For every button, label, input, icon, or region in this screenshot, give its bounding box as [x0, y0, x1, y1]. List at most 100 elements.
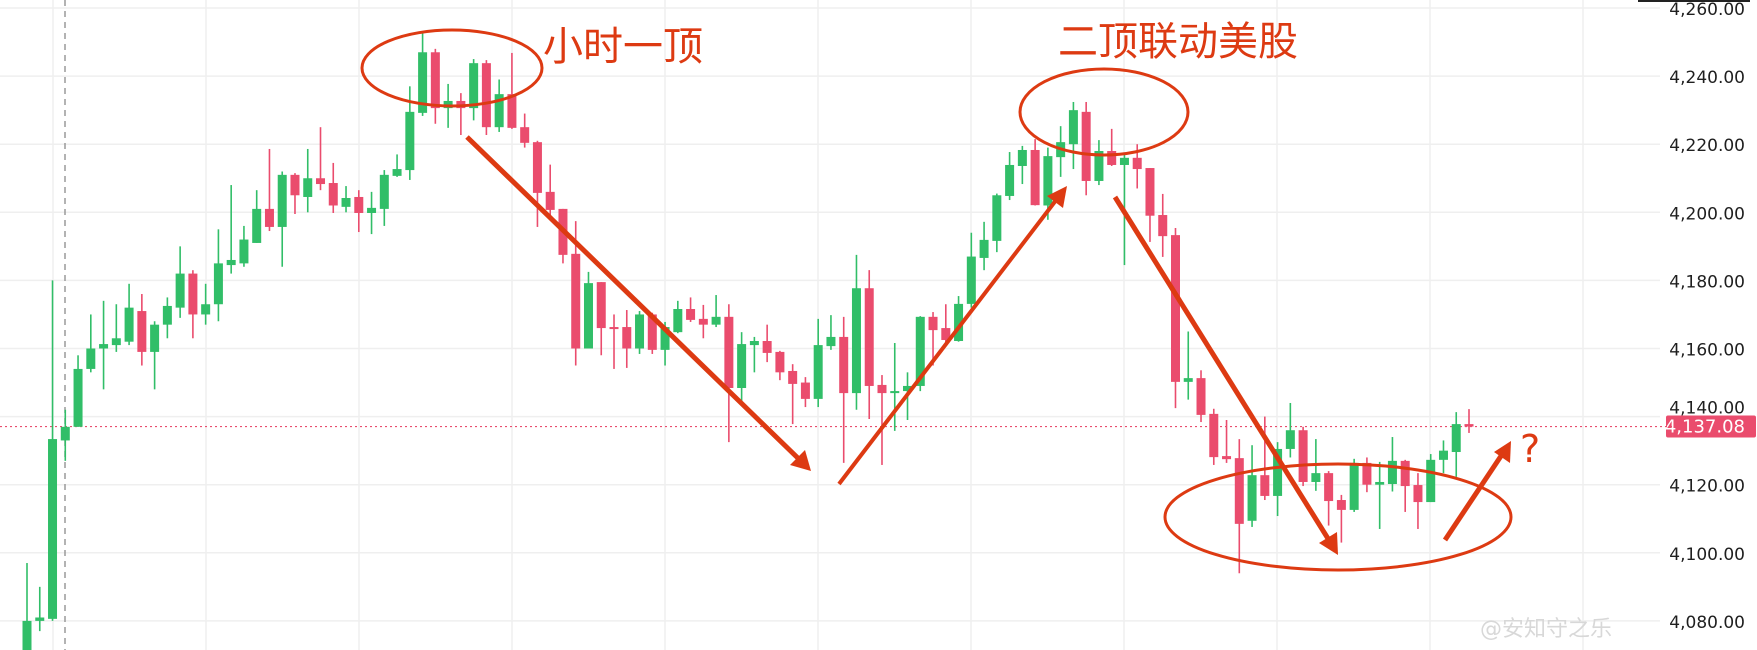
candle — [1209, 408, 1219, 465]
candle-body — [571, 253, 581, 349]
candle — [239, 225, 249, 267]
candle-body — [966, 256, 976, 304]
candle-body — [35, 617, 45, 621]
annotation-ellipse-first-top — [360, 28, 544, 108]
candle-body — [494, 94, 504, 128]
candle — [1260, 416, 1270, 501]
candle-body — [1336, 500, 1346, 510]
candle-body — [788, 370, 798, 384]
candle-body — [22, 620, 32, 650]
candle — [1426, 454, 1436, 503]
candle — [698, 304, 708, 339]
candle-body — [86, 348, 96, 369]
candle-body — [1081, 111, 1091, 181]
candle-body — [1324, 473, 1334, 502]
candle-body — [545, 191, 555, 210]
candle — [341, 186, 351, 213]
price-axis[interactable]: 4,260.00 4,240.00 4,220.00 4,200.00 4,180.00… — [1665, 0, 1756, 633]
candle-body — [430, 52, 440, 109]
candle — [1362, 457, 1372, 493]
arrowhead-icon — [1047, 186, 1067, 208]
candle-body — [1119, 157, 1129, 165]
candle — [290, 173, 300, 215]
candle — [1451, 412, 1461, 477]
candle-body — [1413, 485, 1423, 503]
candle — [1247, 445, 1257, 527]
candle-body — [48, 439, 58, 619]
candle — [583, 271, 593, 349]
candle — [749, 336, 759, 373]
candle-body — [1438, 450, 1448, 460]
candle-body — [1209, 413, 1219, 458]
candle-body — [469, 63, 479, 109]
candle-body — [992, 195, 1002, 241]
candle-body — [354, 196, 364, 213]
candle — [1438, 440, 1448, 474]
candle — [1298, 426, 1308, 487]
candle-body — [188, 273, 198, 315]
candle-body — [877, 384, 887, 394]
candle-body — [150, 324, 160, 352]
candle-body — [1260, 475, 1270, 496]
candle — [1413, 473, 1423, 529]
candle — [226, 185, 236, 274]
candle — [418, 32, 428, 116]
candle — [86, 314, 96, 373]
arrowhead-icon — [1319, 532, 1338, 555]
candle — [1285, 402, 1295, 458]
candle-body — [1298, 430, 1308, 482]
candles — [22, 32, 1474, 650]
candle-body — [826, 336, 836, 347]
candle-body — [1170, 235, 1180, 382]
candle-body — [813, 345, 823, 399]
candle — [622, 310, 632, 368]
candle — [303, 148, 313, 213]
candle-body — [622, 327, 632, 349]
candle-body — [264, 208, 274, 227]
candle — [1017, 145, 1027, 185]
candle-body — [635, 314, 645, 349]
candle-body — [111, 338, 121, 346]
watermark: @安知守之乐 — [1480, 617, 1612, 642]
y-tick-label: 4,200.00 — [1669, 204, 1745, 224]
candle — [1107, 128, 1117, 166]
candle — [1324, 471, 1334, 526]
candle — [724, 304, 734, 443]
candle — [775, 350, 785, 381]
candle — [737, 332, 747, 402]
y-tick-label: 4,220.00 — [1669, 136, 1745, 156]
candle — [1234, 439, 1244, 574]
candle-body — [711, 316, 721, 325]
candle-body — [1158, 215, 1168, 237]
candle-body — [73, 368, 83, 427]
y-tick-label: 4,140.00 — [1669, 399, 1745, 419]
candle-body — [201, 304, 211, 315]
annotation-question-mark: ? — [1520, 427, 1540, 471]
candle-body — [673, 309, 683, 333]
candle-body — [99, 344, 109, 349]
candle-body — [1451, 424, 1461, 453]
candle-body — [175, 273, 185, 308]
candle-body — [979, 239, 989, 258]
candle — [1158, 193, 1168, 257]
y-tick-label: 4,240.00 — [1669, 68, 1745, 88]
candle — [1349, 458, 1359, 512]
candle-body — [1043, 156, 1053, 206]
candle — [596, 282, 606, 356]
candle-body — [1362, 462, 1372, 485]
y-tick-label: 4,100.00 — [1669, 545, 1745, 565]
candle — [22, 563, 32, 650]
candle-body — [328, 183, 338, 206]
candle — [277, 171, 287, 267]
candle-body — [890, 391, 900, 394]
candle — [635, 311, 645, 354]
candle-body — [379, 174, 389, 209]
candle-body — [1426, 459, 1436, 503]
candle — [851, 254, 861, 410]
candle — [762, 324, 772, 363]
y-tick-label: 4,120.00 — [1669, 477, 1745, 497]
candle — [35, 586, 45, 632]
candle — [481, 60, 491, 136]
annotation-label-second-top: 二顶联动美股 — [1058, 19, 1298, 65]
candle-body — [507, 94, 517, 128]
